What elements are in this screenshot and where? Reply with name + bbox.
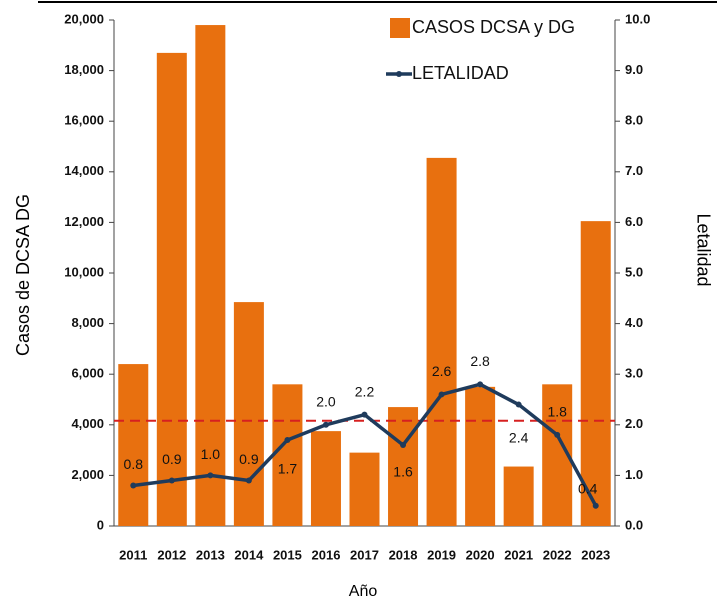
bar bbox=[156, 52, 187, 526]
bar bbox=[195, 25, 226, 527]
legend-label: CASOS DCSA y DG bbox=[412, 17, 575, 37]
bar bbox=[388, 407, 419, 526]
y2-tick-label: 2.0 bbox=[625, 416, 643, 431]
data-label: 0.9 bbox=[239, 451, 259, 467]
line-point bbox=[515, 401, 522, 408]
x-tick-label: 2014 bbox=[234, 547, 264, 562]
x-tick-label: 2021 bbox=[504, 547, 533, 562]
bar bbox=[118, 364, 149, 526]
data-label: 2.2 bbox=[355, 383, 375, 399]
y-tick-label: 14,000 bbox=[64, 163, 104, 178]
y2-tick-label: 5.0 bbox=[625, 264, 643, 279]
data-label: 2.0 bbox=[316, 394, 336, 410]
y2-tick-label: 7.0 bbox=[625, 163, 643, 178]
x-tick-label: 2020 bbox=[466, 547, 495, 562]
x-tick-label: 2019 bbox=[427, 547, 456, 562]
bar bbox=[233, 302, 264, 526]
data-label: 1.7 bbox=[278, 461, 298, 477]
x-tick-label: 2022 bbox=[543, 547, 572, 562]
x-tick-label: 2015 bbox=[273, 547, 302, 562]
x-tick-label: 2017 bbox=[350, 547, 379, 562]
y2-tick-label: 8.0 bbox=[625, 113, 643, 128]
y2-tick-label: 4.0 bbox=[625, 315, 643, 330]
y-tick-label: 2,000 bbox=[71, 467, 104, 482]
data-label: 0.9 bbox=[162, 451, 182, 467]
x-tick-label: 2016 bbox=[312, 547, 341, 562]
y-axis-title: Casos de DCSA DG bbox=[13, 194, 33, 356]
line-point bbox=[207, 472, 214, 479]
line-point bbox=[168, 477, 175, 484]
bar bbox=[503, 466, 534, 526]
y2-tick-label: 3.0 bbox=[625, 366, 643, 381]
x-tick-label: 2011 bbox=[119, 547, 147, 562]
bar bbox=[349, 452, 380, 526]
legend-swatch bbox=[396, 71, 402, 77]
x-axis-title: Año bbox=[349, 583, 378, 600]
data-label: 2.4 bbox=[509, 429, 529, 445]
line-point bbox=[592, 502, 599, 509]
line-point bbox=[322, 421, 329, 428]
x-tick-label: 2018 bbox=[389, 547, 418, 562]
y-tick-label: 10,000 bbox=[64, 264, 104, 279]
legend-swatch bbox=[390, 18, 410, 38]
y-tick-label: 0 bbox=[97, 517, 104, 532]
y-tick-label: 20,000 bbox=[64, 11, 104, 26]
line-point bbox=[245, 477, 252, 484]
y-tick-label: 6,000 bbox=[71, 366, 104, 381]
y-tick-label: 12,000 bbox=[64, 214, 104, 229]
x-tick-label: 2012 bbox=[157, 547, 186, 562]
y2-axis-title: Letalidad bbox=[693, 213, 713, 286]
data-label: 2.8 bbox=[470, 353, 490, 369]
y2-tick-label: 1.0 bbox=[625, 467, 643, 482]
y2-tick-label: 6.0 bbox=[625, 214, 643, 229]
bar bbox=[580, 221, 611, 526]
bar bbox=[465, 386, 496, 526]
y2-tick-label: 10.0 bbox=[625, 11, 650, 26]
data-label: 0.4 bbox=[578, 480, 598, 496]
data-label: 0.8 bbox=[124, 456, 144, 472]
data-label: 1.6 bbox=[393, 464, 413, 480]
legend-label: LETALIDAD bbox=[412, 63, 509, 83]
line-point bbox=[361, 411, 368, 418]
x-tick-label: 2023 bbox=[581, 547, 610, 562]
y-tick-label: 18,000 bbox=[64, 62, 104, 77]
y-tick-label: 4,000 bbox=[71, 416, 104, 431]
y-tick-label: 8,000 bbox=[71, 315, 104, 330]
line-point bbox=[477, 381, 484, 388]
y-tick-label: 16,000 bbox=[64, 113, 104, 128]
data-label: 1.0 bbox=[201, 446, 221, 462]
bar bbox=[310, 431, 341, 526]
y2-tick-label: 0.0 bbox=[625, 517, 643, 532]
bar bbox=[426, 157, 457, 526]
line-point bbox=[130, 482, 137, 489]
data-label: 1.8 bbox=[547, 404, 567, 420]
data-label: 2.6 bbox=[432, 363, 452, 379]
line-point bbox=[284, 436, 291, 443]
bar bbox=[272, 384, 303, 526]
line-point bbox=[554, 431, 561, 438]
y2-tick-label: 9.0 bbox=[625, 62, 643, 77]
line-point bbox=[438, 391, 445, 398]
x-tick-label: 2013 bbox=[196, 547, 225, 562]
line-point bbox=[400, 442, 407, 449]
